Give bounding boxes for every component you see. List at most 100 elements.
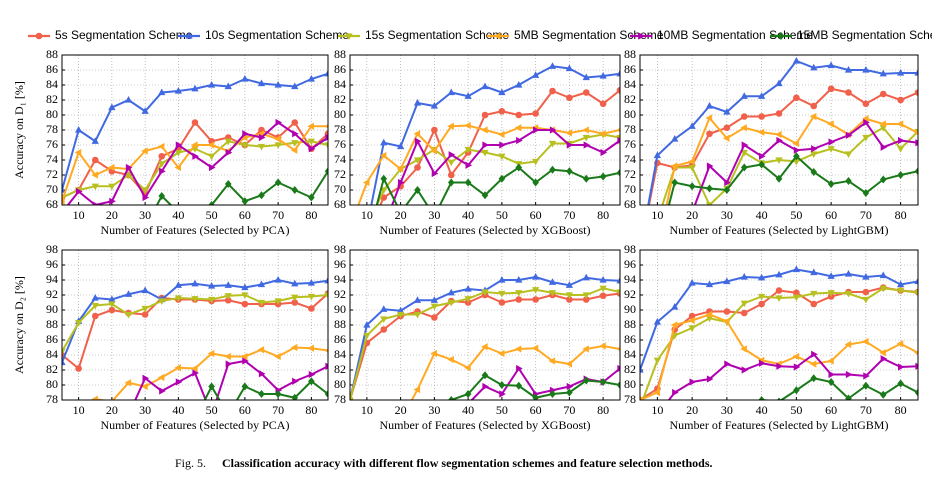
data-point [414, 137, 422, 145]
data-point [582, 376, 590, 385]
data-point [845, 394, 852, 400]
data-point [397, 178, 405, 187]
data-point [191, 119, 199, 126]
y-tick-label: 70 [46, 182, 58, 196]
data-point [757, 128, 765, 136]
legend-label: 5s Segmentation Scheme [55, 28, 193, 42]
y-tick-label: 82 [334, 362, 346, 376]
data-point [62, 348, 66, 356]
data-point [447, 355, 454, 364]
data-point [241, 142, 249, 149]
data-point [498, 174, 506, 183]
x-tick-label: 70 [860, 403, 872, 417]
data-point [291, 294, 299, 302]
data-point [224, 138, 232, 146]
data-point [430, 147, 438, 155]
data-point [863, 372, 870, 380]
data-point [757, 92, 766, 99]
data-point [380, 434, 387, 442]
x-tick-label: 40 [172, 208, 184, 222]
data-point [845, 89, 852, 96]
data-point [599, 292, 607, 300]
data-point [758, 113, 765, 120]
data-point [364, 239, 371, 247]
data-point [108, 295, 116, 303]
y-tick-label: 80 [46, 377, 58, 391]
data-point [582, 126, 589, 134]
data-point [640, 366, 644, 373]
data-point [307, 138, 316, 146]
y-tick-label: 82 [334, 92, 346, 106]
data-point [548, 62, 557, 69]
data-point [109, 441, 116, 449]
data-point [880, 143, 888, 151]
data-point [158, 152, 166, 160]
data-point [125, 163, 133, 172]
data-point [257, 346, 265, 354]
data-point [91, 156, 99, 164]
data-point [308, 193, 315, 202]
data-point [141, 187, 149, 194]
data-point [914, 277, 918, 285]
data-point [548, 278, 557, 285]
data-point [308, 370, 316, 379]
data-point [723, 108, 731, 115]
data-point [498, 153, 506, 161]
data-point [862, 134, 870, 142]
data-point [108, 183, 116, 191]
data-point [599, 285, 607, 293]
data-point [362, 178, 370, 187]
data-point [879, 271, 887, 279]
data-point [174, 281, 183, 288]
data-point [515, 290, 523, 297]
y-tick-label: 78 [334, 392, 346, 406]
data-point [91, 395, 98, 400]
y-tick-label: 84 [624, 347, 636, 361]
data-point [62, 186, 66, 193]
data-point [914, 69, 918, 76]
y-tick-label: 88 [624, 47, 636, 61]
data-point [192, 152, 199, 160]
y-tick-label: 72 [46, 167, 58, 181]
y-tick-label: 88 [46, 317, 58, 331]
data-point [741, 404, 748, 412]
x-tick-label: 80 [305, 208, 317, 222]
plot-frame [349, 54, 621, 206]
data-point [775, 130, 782, 139]
data-point [447, 178, 455, 187]
data-point [291, 140, 299, 147]
data-point [689, 378, 697, 386]
x-tick-label: 10 [651, 403, 663, 417]
data-point [464, 296, 472, 303]
data-point [59, 456, 66, 464]
data-point [291, 186, 299, 194]
data-point [599, 342, 606, 350]
data-point [566, 94, 573, 102]
x-tick-label: 70 [563, 403, 575, 417]
plot-frame [639, 249, 919, 401]
data-point [324, 167, 328, 176]
data-point [92, 201, 100, 205]
data-point [515, 81, 523, 88]
data-point [174, 364, 182, 372]
y-tick-label: 70 [624, 182, 636, 196]
data-point [241, 382, 249, 391]
y-tick-label: 72 [624, 167, 636, 181]
data-point [914, 167, 918, 176]
y-tick-label: 92 [334, 287, 346, 301]
data-point [531, 158, 540, 166]
data-point [241, 300, 249, 308]
x-tick-label: 10 [361, 403, 373, 417]
data-point [207, 153, 216, 161]
data-point [91, 302, 99, 310]
data-point [688, 325, 696, 332]
plot-frame [349, 249, 621, 401]
data-point [514, 124, 522, 132]
data-point [431, 169, 439, 178]
data-point [208, 382, 215, 391]
data-point [292, 377, 299, 385]
y-tick-label: 74 [46, 152, 58, 166]
data-point [324, 124, 328, 129]
data-point [671, 434, 678, 442]
data-point [308, 305, 315, 312]
